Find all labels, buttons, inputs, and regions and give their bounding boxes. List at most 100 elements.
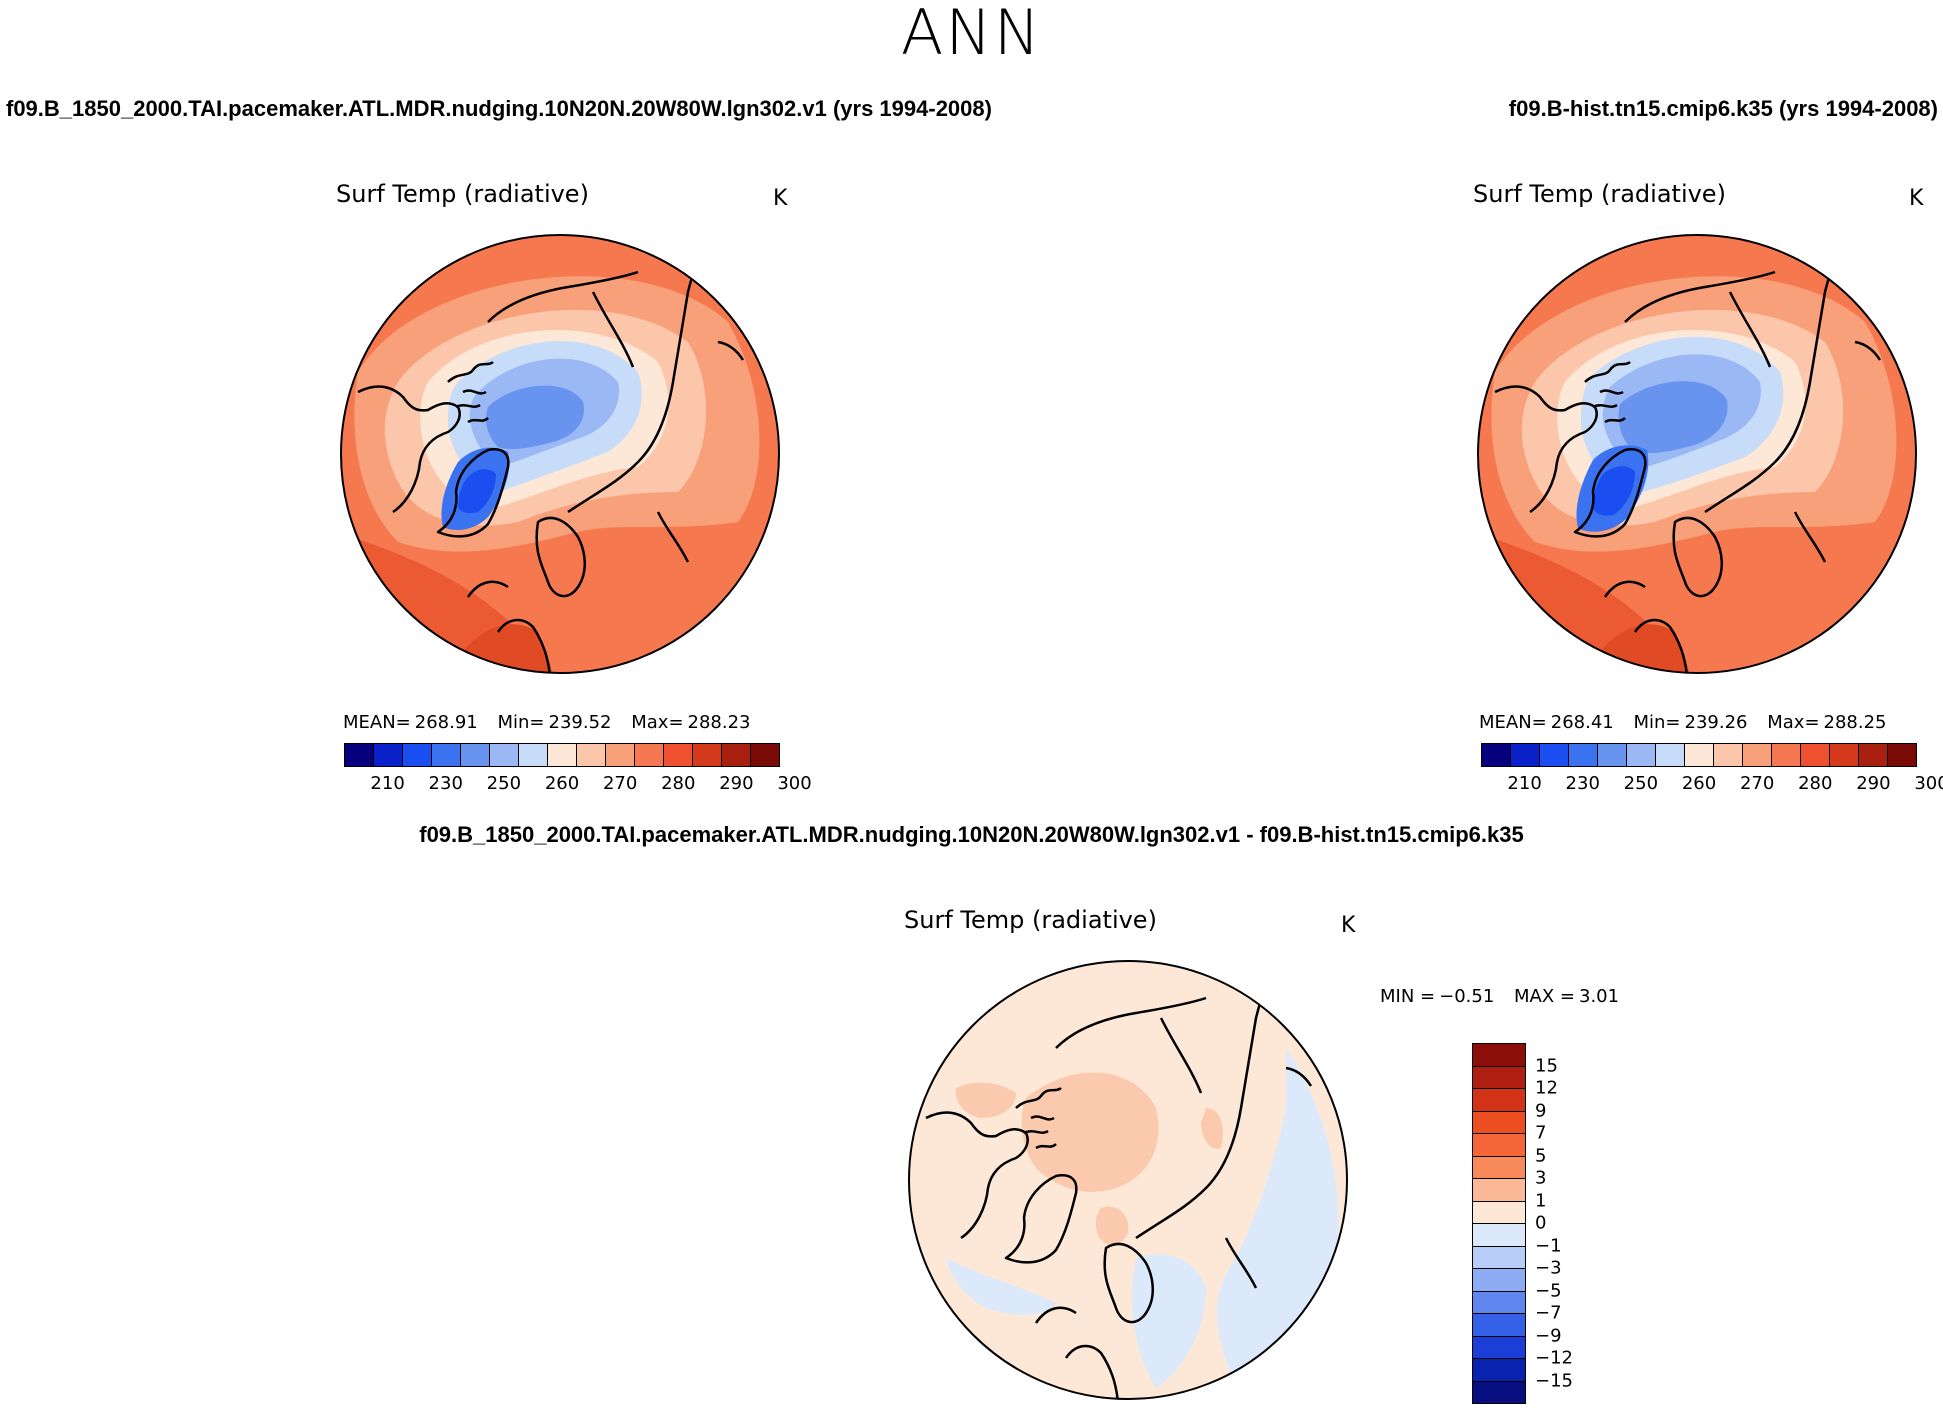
diff-max-value: 3.01 [1579,986,1620,1007]
colorbar-swatch [519,744,548,766]
colorbar-swatch [1656,744,1685,766]
colorbar-tick-label: 250 [1623,773,1659,794]
case2-stats: MEAN= 268.41 Min= 239.26 Max= 288.25 [1479,712,1901,733]
min-value: 239.26 [1684,712,1748,733]
colorbar-tick-label: 280 [661,773,696,794]
colorbar-swatch [548,744,577,766]
map-field-warm-central [1021,1072,1159,1192]
colorbar-swatch [1473,1156,1525,1179]
colorbar-swatch [1473,1066,1525,1089]
colorbar-swatch [1473,1134,1525,1157]
max-value: 288.23 [687,712,751,733]
colorbar-tick-label: 12 [1535,1077,1558,1099]
colorbar-swatch [1685,744,1714,766]
colorbar-swatch [1888,744,1916,766]
case1-stats: MEAN= 268.91 Min= 239.52 Max= 288.23 [343,712,765,733]
colorbar-tick-label: 230 [428,773,463,794]
case2-variable-label: Surf Temp (radiative) [1473,180,1726,208]
colorbar-tick-label: −12 [1535,1347,1573,1369]
coastlines [925,972,1313,1399]
case2-title: f09.B-hist.tn15.cmip6.k35 (yrs 1994-2008… [1508,96,1938,121]
coastlines [1494,246,1882,673]
colorbar-tick-label: −1 [1535,1235,1562,1256]
colorbar-swatch [1714,744,1743,766]
colorbar-swatch [1473,1336,1525,1359]
diff-variable-label: Surf Temp (radiative) [904,906,1157,934]
colorbar-swatch [1540,744,1569,766]
colorbar-tick-label: 270 [1739,773,1775,794]
mean-label: MEAN= [343,712,411,733]
colorbar-swatch [1473,1246,1525,1269]
colorbar-swatch [1473,1269,1525,1292]
colorbar-strip [1481,743,1917,767]
case1-colorbar: 210 230 250 260 270 280 290 300 [344,743,812,795]
colorbar-swatch [490,744,519,766]
colorbar-swatch [1511,744,1540,766]
map-field-greenland-core [458,469,496,514]
colorbar-swatch [1801,744,1830,766]
map-field-warm-greenland [1095,1206,1129,1245]
colorbar-swatch [693,744,722,766]
map-field-warm-nw [955,1082,1016,1118]
colorbar-swatch [722,744,751,766]
colorbar-tick-label: −9 [1535,1325,1562,1346]
max-label: Max= [631,712,684,733]
colorbar-tick-label: 250 [486,773,522,794]
season-title: ANN [900,0,1043,69]
colorbar-swatch [1473,1381,1525,1403]
colorbar-swatch [1627,744,1656,766]
colorbar-tick-label: 0 [1535,1212,1547,1234]
diff-units: K [1341,913,1356,938]
colorbar-swatch [1473,1359,1525,1382]
colorbar-swatch [1859,744,1888,766]
colorbar-swatch [1830,744,1859,766]
min-label: Min= [1633,712,1681,733]
colorbar-swatch [1473,1089,1525,1112]
colorbar-tick-label: −5 [1535,1280,1562,1301]
colorbar-tick-label: 5 [1535,1145,1547,1166]
mean-value: 268.41 [1550,712,1614,733]
colorbar-tick-label: 280 [1798,773,1833,794]
colorbar-swatch [1473,1111,1525,1134]
diff-polar-map [908,960,1348,1400]
colorbar-swatch [1473,1291,1525,1314]
diff-title: f09.B_1850_2000.TAI.pacemaker.ATL.MDR.nu… [419,822,1524,847]
case1-units: K [773,186,788,211]
colorbar-tick-label: 270 [602,773,638,794]
colorbar-labels: 210 230 250 260 270 280 290 300 [1481,773,1943,795]
diff-min-label: MIN = [1380,986,1436,1007]
case2-units: K [1909,186,1924,211]
colorbar-tick-label: 300 [777,773,812,794]
min-value: 239.52 [548,712,612,733]
colorbar-tick-label: 210 [370,773,405,794]
case1-polar-map [340,234,780,674]
colorbar-swatch [374,744,403,766]
colorbar-swatch [461,744,490,766]
colorbar-swatch [606,744,635,766]
diff-minmax: MIN = −0.51 MAX = 3.01 [1380,986,1633,1007]
colorbar-tick-label: 230 [1565,773,1600,794]
colorbar-swatch [1473,1179,1525,1202]
colorbar-swatch [577,744,606,766]
case2-colorbar: 210 230 250 260 270 280 290 300 [1481,743,1943,795]
colorbar-swatch [1482,744,1511,766]
max-label: Max= [1767,712,1820,733]
colorbar-tick-label: 300 [1914,773,1943,794]
max-value: 288.25 [1823,712,1887,733]
map-field-greenland-core [1593,466,1635,516]
colorbar-swatch [751,744,779,766]
colorbar-tick-label: −15 [1535,1370,1573,1391]
map-field-warm-east [1201,1108,1223,1149]
map-field-colder [486,385,584,450]
colorbar-labels: 210 230 250 260 270 280 290 300 [344,773,811,795]
colorbar-swatch [635,744,664,766]
case1-variable-label: Surf Temp (radiative) [336,180,589,208]
colorbar-swatch [664,744,693,766]
case2-polar-map [1477,234,1917,674]
mean-label: MEAN= [1479,712,1547,733]
colorbar-swatch [1473,1224,1525,1247]
colorbar-tick-label: 7 [1535,1122,1547,1144]
diff-min-value: −0.51 [1439,986,1495,1007]
colorbar-tick-label: 1 [1535,1190,1547,1211]
colorbar-tick-label: −3 [1535,1257,1562,1279]
